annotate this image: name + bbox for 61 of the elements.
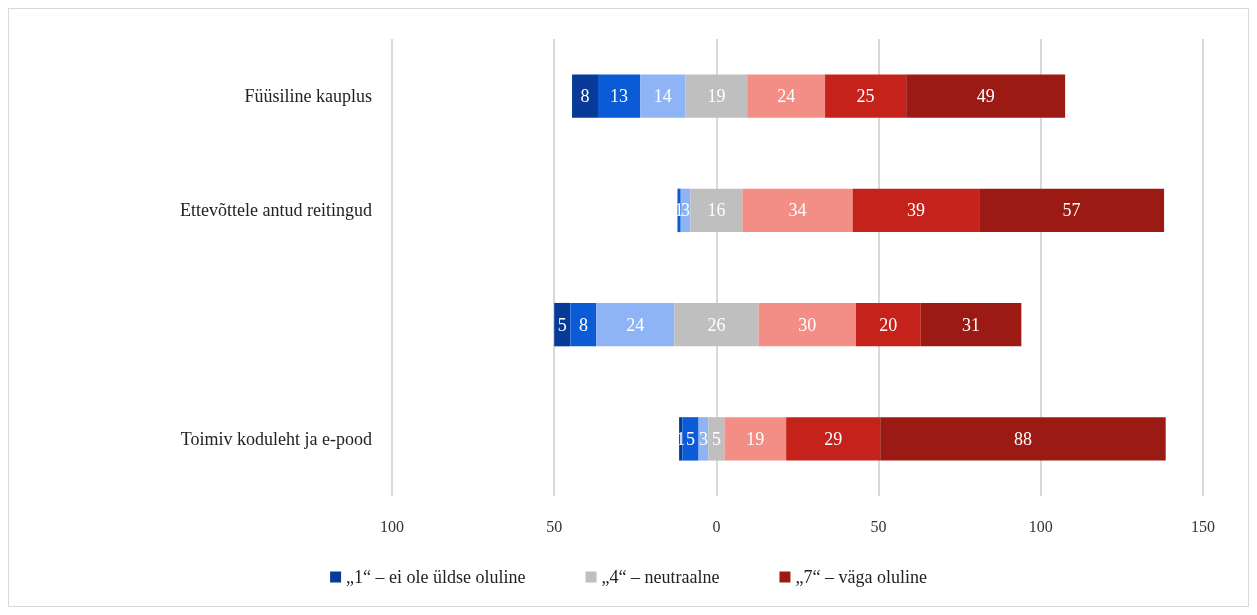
data-label: 8 [578,314,588,335]
y-tick-label: Toimiv koduleht ja e-pood [180,428,372,449]
data-label: 57 [1062,200,1081,221]
x-tick-label: 150 [1191,517,1215,535]
bar [979,188,1165,233]
bar [724,417,787,461]
data-label: 25 [856,86,875,107]
data-label: 5 [711,428,721,449]
legend-label: „4“ – neutraalne [601,567,720,587]
x-tick-label: 100 [1028,517,1053,535]
data-label: 3 [681,200,691,221]
bar [708,417,725,461]
bar [685,74,748,118]
data-label: 13 [610,86,629,107]
data-label: 3 [698,428,708,449]
data-label: 16 [707,200,726,221]
legend-label: „7“ – väga oluline [795,567,927,587]
data-label: 19 [707,86,726,107]
bar [906,74,1066,118]
bar [855,302,921,347]
bar [554,302,571,347]
data-label: 88 [1013,428,1032,449]
bar [758,302,856,347]
bar [596,302,675,347]
data-label: 30 [798,314,817,335]
data-label: 39 [906,200,925,221]
x-tick-label: 50 [870,517,887,535]
bar [747,74,826,118]
bar [570,302,597,347]
y-tick-label: Ettevõttele antud reitingud [180,200,372,221]
bar [880,417,1166,461]
legend-label: „1“ – ei ole üldse oluline [346,567,526,587]
bar [597,74,641,118]
data-label: 24 [626,314,645,335]
bar [786,417,881,461]
bar [674,302,759,347]
bar [852,188,980,233]
bar [682,417,699,461]
data-label: 26 [707,314,726,335]
data-label: 14 [653,86,672,107]
bar [640,74,686,118]
data-label: 24 [777,86,796,107]
data-label: 5 [685,428,695,449]
data-label: 20 [879,314,898,335]
data-label: 1 [676,428,686,449]
x-tick-label: 100 [380,517,404,535]
x-tick-label: 0 [712,517,721,535]
bar [742,188,853,233]
x-tick-label: 50 [546,517,563,535]
data-label: 5 [557,314,567,335]
data-label: 49 [976,86,995,107]
data-label: 29 [824,428,843,449]
bar [920,302,1022,347]
y-tick-label: Füüsiline kauplus [244,86,372,107]
bar [572,74,598,118]
bar [825,74,907,118]
data-label: 19 [746,428,765,449]
bar [690,188,743,233]
data-label: 8 [580,86,590,107]
data-label: 34 [788,200,807,221]
data-label: 31 [962,314,981,335]
